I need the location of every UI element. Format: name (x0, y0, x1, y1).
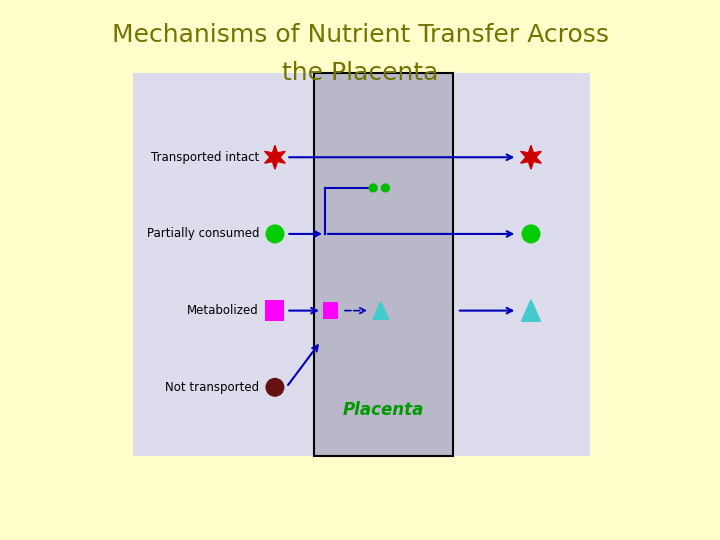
Text: Mechanisms of Nutrient Transfer Across: Mechanisms of Nutrient Transfer Across (112, 23, 608, 47)
Bar (266, 300, 284, 321)
Bar (314, 73, 454, 456)
Polygon shape (521, 300, 541, 321)
Polygon shape (373, 302, 389, 319)
Text: Metabolized: Metabolized (187, 304, 259, 317)
Ellipse shape (521, 225, 541, 244)
Polygon shape (521, 145, 541, 169)
Text: Partially consumed: Partially consumed (147, 227, 259, 240)
Polygon shape (265, 145, 285, 169)
Text: Placenta: Placenta (343, 401, 424, 419)
Ellipse shape (266, 378, 284, 397)
Text: Transported intact: Transported intact (151, 151, 259, 164)
Ellipse shape (369, 184, 378, 192)
Ellipse shape (266, 225, 284, 244)
Bar (133, 73, 590, 456)
Ellipse shape (381, 184, 390, 192)
Text: the Placenta: the Placenta (282, 61, 438, 85)
Bar (323, 302, 338, 319)
Text: Not transported: Not transported (165, 381, 259, 394)
